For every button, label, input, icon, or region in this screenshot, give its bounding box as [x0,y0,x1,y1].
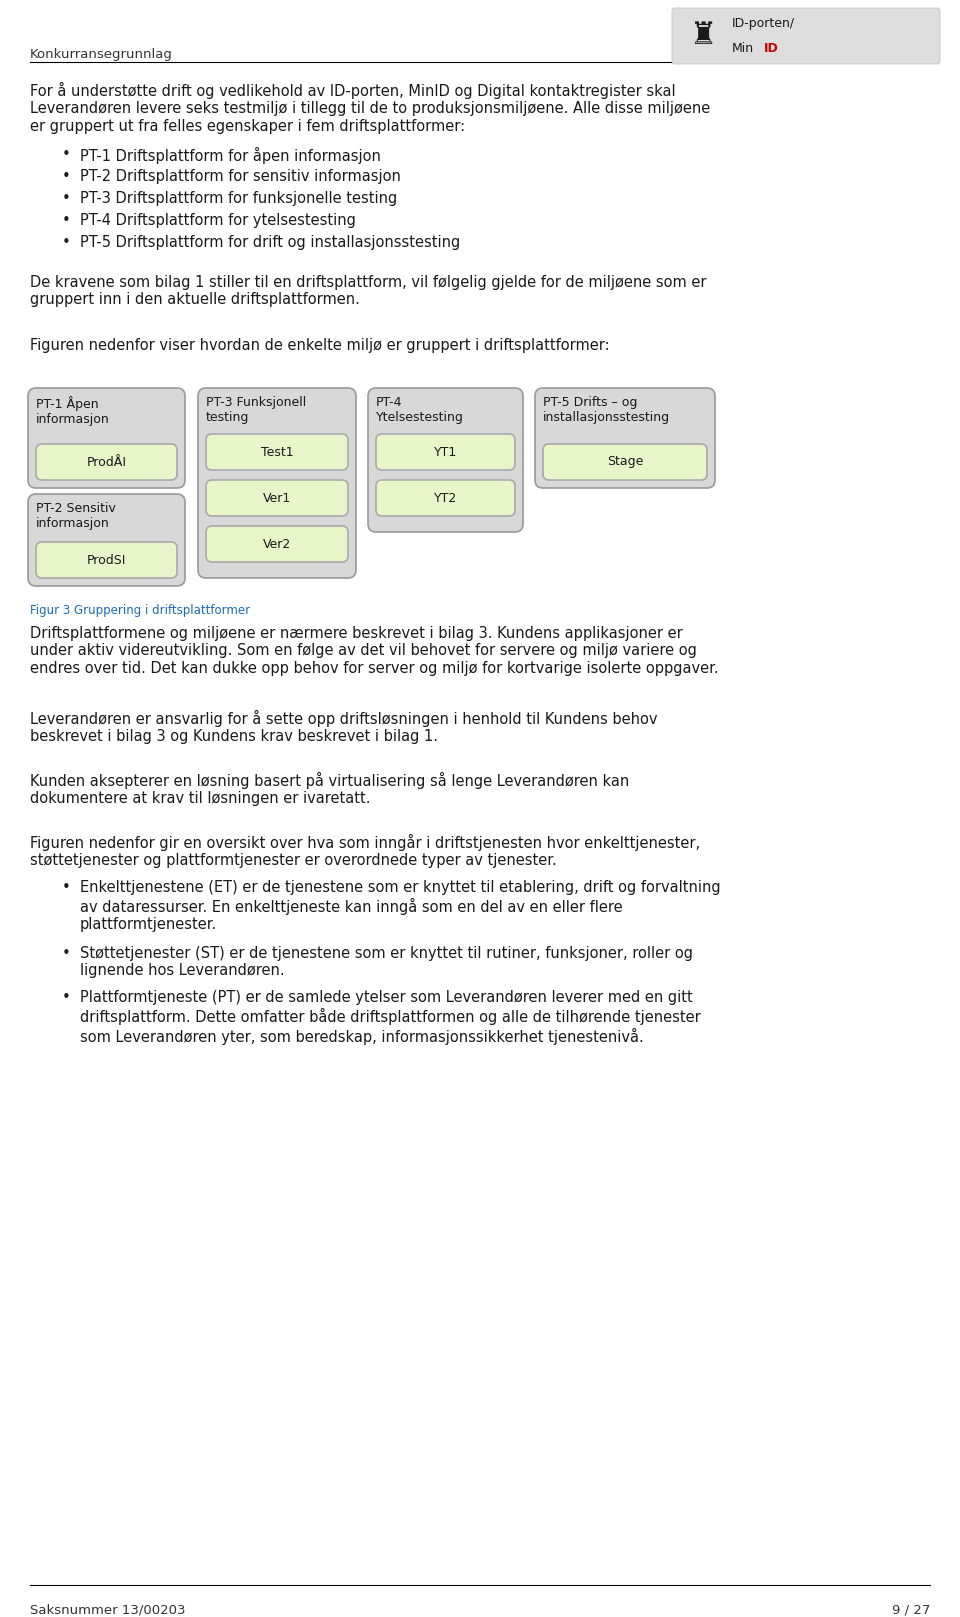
FancyBboxPatch shape [206,480,348,516]
Text: Ver2: Ver2 [263,537,291,550]
Text: PT-5 Drifts – og
installasjonsstesting: PT-5 Drifts – og installasjonsstesting [543,396,670,424]
Text: ID-porten/: ID-porten/ [732,18,795,31]
Text: PT-4
Ytelsestesting: PT-4 Ytelsestesting [376,396,464,424]
FancyBboxPatch shape [672,8,940,65]
Text: Kunden aksepterer en løsning basert på virtualisering så lenge Leverandøren kan
: Kunden aksepterer en løsning basert på v… [30,771,629,807]
FancyBboxPatch shape [376,480,515,516]
Text: •: • [62,191,71,205]
Text: Konkurransegrunnlag: Konkurransegrunnlag [30,49,173,61]
Text: Test1: Test1 [261,446,294,459]
Text: •: • [62,213,71,228]
Text: PT-1 Åpen
informasjon: PT-1 Åpen informasjon [36,396,109,425]
FancyBboxPatch shape [28,495,185,585]
FancyBboxPatch shape [543,445,707,480]
Text: PT-5 Driftsplattform for drift og installasjonsstesting: PT-5 Driftsplattform for drift og instal… [80,234,460,251]
Text: ♜: ♜ [690,21,718,50]
FancyBboxPatch shape [206,433,348,471]
Text: PT-3 Driftsplattform for funksjonelle testing: PT-3 Driftsplattform for funksjonelle te… [80,191,397,205]
FancyBboxPatch shape [198,388,356,577]
Text: De kravene som bilag 1 stiller til en driftsplattform, vil følgelig gjelde for d: De kravene som bilag 1 stiller til en dr… [30,275,707,307]
Text: •: • [62,880,71,894]
Text: Figur 3 Gruppering i driftsplattformer: Figur 3 Gruppering i driftsplattformer [30,605,251,618]
Text: YT2: YT2 [434,492,457,505]
Text: Enkelttjenestene (ET) er de tjenestene som er knyttet til etablering, drift og f: Enkelttjenestene (ET) er de tjenestene s… [80,880,721,933]
Text: YT1: YT1 [434,446,457,459]
FancyBboxPatch shape [36,445,177,480]
FancyBboxPatch shape [28,388,185,488]
Text: Driftsplattformene og miljøene er nærmere beskrevet i bilag 3. Kundens applikasj: Driftsplattformene og miljøene er nærmer… [30,626,719,676]
Text: PT-1 Driftsplattform for åpen informasjon: PT-1 Driftsplattform for åpen informasjo… [80,147,381,163]
Text: •: • [62,147,71,162]
Text: Stage: Stage [607,456,643,469]
FancyBboxPatch shape [206,526,348,563]
Text: Leverandøren er ansvarlig for å sette opp driftsløsningen i henhold til Kundens : Leverandøren er ansvarlig for å sette op… [30,710,658,744]
Text: ProdÅI: ProdÅI [86,456,127,469]
Text: Plattformtjeneste (PT) er de samlede ytelser som Leverandøren leverer med en git: Plattformtjeneste (PT) er de samlede yte… [80,990,701,1045]
Text: 9 / 27: 9 / 27 [892,1602,930,1615]
Text: PT-3 Funksjonell
testing: PT-3 Funksjonell testing [206,396,306,424]
FancyBboxPatch shape [376,433,515,471]
Text: •: • [62,170,71,184]
FancyBboxPatch shape [368,388,523,532]
Text: PT-2 Driftsplattform for sensitiv informasjon: PT-2 Driftsplattform for sensitiv inform… [80,170,401,184]
Text: •: • [62,234,71,251]
Text: Figuren nedenfor viser hvordan de enkelte miljø er gruppert i driftsplattformer:: Figuren nedenfor viser hvordan de enkelt… [30,338,610,353]
Text: •: • [62,946,71,960]
Text: PT-2 Sensitiv
informasjon: PT-2 Sensitiv informasjon [36,501,116,530]
Text: Ver1: Ver1 [263,492,291,505]
Text: Støttetjenester (ST) er de tjenestene som er knyttet til rutiner, funksjoner, ro: Støttetjenester (ST) er de tjenestene so… [80,946,693,978]
Text: ID: ID [764,42,779,55]
Text: •: • [62,990,71,1006]
Text: PT-4 Driftsplattform for ytelsestesting: PT-4 Driftsplattform for ytelsestesting [80,213,356,228]
Text: ProdSI: ProdSI [86,553,126,566]
FancyBboxPatch shape [535,388,715,488]
Text: Saksnummer 13/00203: Saksnummer 13/00203 [30,1602,185,1615]
Text: Min: Min [732,42,755,55]
FancyBboxPatch shape [36,542,177,577]
Text: Figuren nedenfor gir en oversikt over hva som inngår i driftstjenesten hvor enke: Figuren nedenfor gir en oversikt over hv… [30,834,700,868]
Text: For å understøtte drift og vedlikehold av ID-porten, MinID og Digital kontaktreg: For å understøtte drift og vedlikehold a… [30,82,710,134]
